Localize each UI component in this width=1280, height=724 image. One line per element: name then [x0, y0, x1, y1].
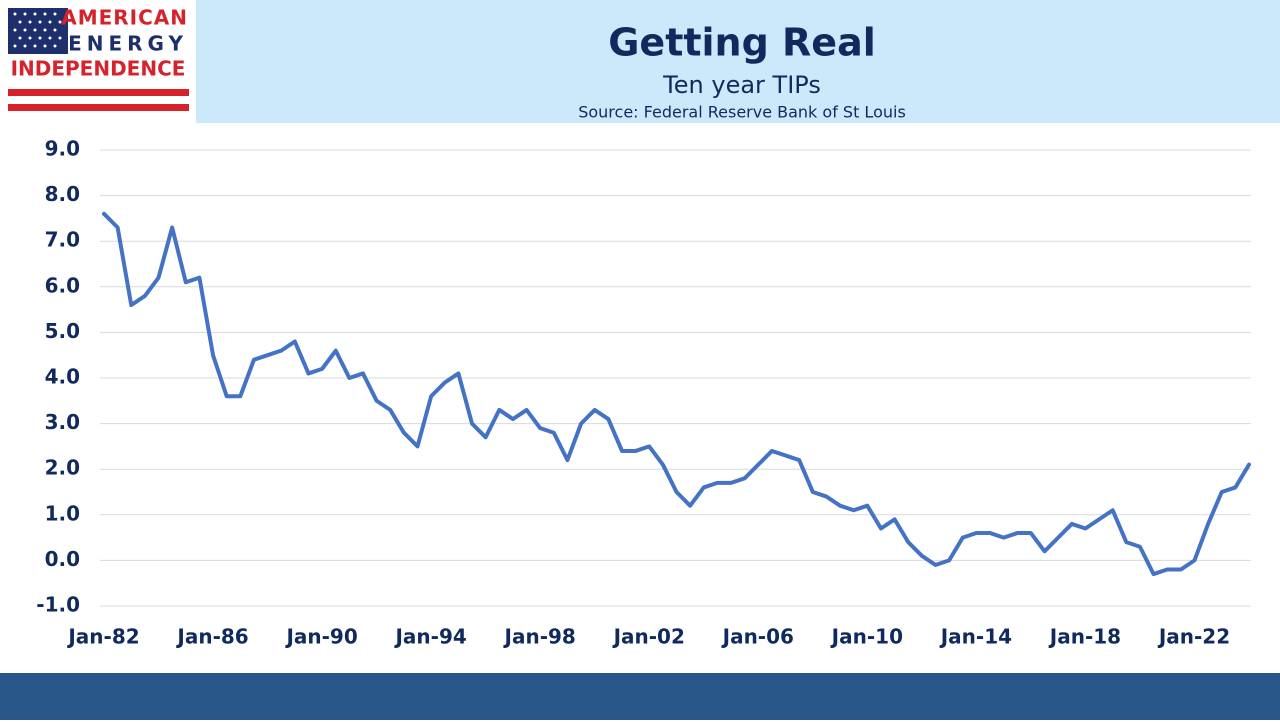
logo-stars	[13, 12, 62, 48]
x-tick-label: Jan-18	[1048, 625, 1121, 649]
logo-stripe	[8, 104, 189, 111]
chart-source: Source: Federal Reserve Bank of St Louis	[578, 103, 906, 122]
y-tick-label: 4.0	[45, 365, 80, 389]
y-tick-label: 5.0	[45, 319, 80, 343]
y-tick-label: 9.0	[45, 137, 80, 161]
x-tick-label: Jan-02	[612, 625, 685, 649]
y-tick-label: -1.0	[36, 593, 80, 617]
y-tick-label: 7.0	[45, 228, 80, 252]
chart-subtitle: Ten year TIPs	[662, 71, 821, 99]
y-tick-label: 0.0	[45, 547, 80, 571]
logo: AMERICAN ENERGY INDEPENDENCE	[8, 6, 189, 111]
logo-text: AMERICAN	[61, 6, 188, 30]
y-tick-label: 2.0	[45, 456, 80, 480]
x-tick-label: Jan-94	[393, 625, 466, 649]
y-tick-label: 8.0	[45, 182, 80, 206]
x-tick-label: Jan-22	[1157, 625, 1230, 649]
data-line	[102, 211, 1251, 577]
y-tick-label: 6.0	[45, 273, 80, 297]
plot-area: -1.0 0.0 1.0 2.0 3.0 4.0 5.0 6.0 7.0 8.0 9.0 Jan-82…	[36, 137, 1251, 649]
logo-flag	[8, 8, 68, 54]
y-tick-label: 1.0	[45, 501, 80, 525]
x-tick-label: Jan-82	[66, 625, 139, 649]
logo-text: ENERGY	[68, 32, 188, 56]
x-tick-label: Jan-14	[939, 625, 1012, 649]
x-tick-label: Jan-98	[503, 625, 576, 649]
x-tick-label: Jan-86	[175, 625, 248, 649]
header-band	[196, 0, 1280, 123]
logo-stripe	[8, 89, 189, 96]
y-tick-label: 3.0	[45, 410, 80, 434]
footer-band	[0, 673, 1280, 720]
x-tick-label: Jan-06	[721, 625, 794, 649]
logo-text: INDEPENDENCE	[11, 57, 186, 81]
x-tick-label: Jan-90	[284, 625, 357, 649]
chart-title: Getting Real	[608, 21, 876, 65]
x-tick-label: Jan-10	[830, 625, 903, 649]
